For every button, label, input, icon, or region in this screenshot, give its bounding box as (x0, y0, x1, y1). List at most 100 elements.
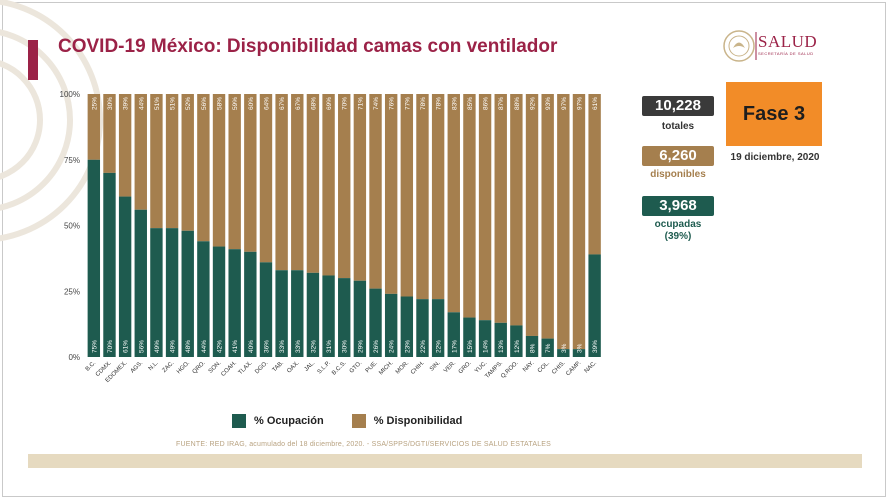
bar-occupied-12 (259, 262, 273, 357)
total-beds-label: totales (661, 121, 695, 132)
x-tick-label: VER. (443, 360, 457, 374)
bar-available-30 (541, 94, 554, 339)
data-label-available: 77% (404, 97, 411, 110)
y-tick-label: 25% (64, 287, 80, 296)
x-tick-label: OAX. (286, 360, 301, 375)
total-beds-value: 10,228 (642, 96, 714, 116)
bar-available-17 (338, 94, 351, 279)
bar-available-32 (572, 94, 586, 350)
bar-available-25 (463, 94, 476, 318)
title-accent-bar (28, 40, 38, 80)
x-tick-label: GRO. (458, 360, 473, 375)
bar-occupied-7 (181, 230, 194, 357)
bar-available-31 (557, 94, 570, 350)
bar-available-10 (228, 94, 241, 250)
data-label-available: 52% (185, 97, 192, 110)
data-label-occupied: 48% (185, 340, 192, 353)
data-label-occupied: 23% (404, 340, 411, 353)
data-label-occupied: 44% (201, 340, 208, 353)
data-label-occupied: 32% (310, 340, 317, 353)
data-label-occupied: 14% (483, 340, 490, 353)
data-label-available: 51% (154, 97, 161, 110)
data-label-occupied: 24% (389, 340, 396, 353)
x-tick-label: HGO. (176, 360, 191, 375)
data-label-occupied: 33% (279, 340, 286, 353)
data-label-occupied: 17% (451, 340, 458, 353)
data-label-available: 83% (451, 97, 458, 110)
data-label-available: 76% (389, 97, 396, 110)
data-label-available: 67% (295, 97, 302, 110)
data-label-available: 87% (498, 97, 505, 110)
bar-available-1 (87, 94, 101, 160)
bar-available-23 (431, 94, 445, 300)
data-label-occupied: 3% (576, 343, 583, 353)
data-label-available: 58% (217, 97, 224, 110)
data-label-available: 30% (107, 97, 114, 110)
x-tick-label: TAB. (272, 360, 286, 374)
bar-available-9 (212, 94, 226, 247)
bar-available-7 (181, 94, 194, 231)
legend-label-available: % Disponibilidad (373, 415, 463, 427)
data-label-available: 67% (279, 97, 286, 110)
data-label-occupied: 49% (154, 340, 161, 353)
bar-occupied-1 (87, 159, 101, 357)
data-label-occupied: 33% (295, 340, 302, 353)
bar-occupied-18 (353, 280, 367, 357)
data-label-occupied: 12% (514, 340, 521, 353)
bar-available-21 (400, 94, 414, 297)
data-label-available: 59% (232, 97, 239, 110)
data-label-occupied: 61% (123, 340, 130, 353)
occupied-beds-value: 3,968 (642, 196, 714, 216)
bar-occupied-24 (447, 312, 460, 357)
bar-occupied-26 (478, 320, 492, 357)
bar-occupied-16 (322, 275, 335, 357)
x-tick-label: CHIH. (410, 360, 426, 376)
data-label-occupied: 22% (436, 340, 443, 353)
bar-occupied-8 (197, 241, 210, 357)
bar-occupied-17 (338, 278, 351, 357)
data-label-available: 88% (514, 97, 521, 110)
data-label-available: 61% (592, 97, 599, 110)
x-tick-label: MOR. (395, 360, 411, 376)
bar-occupied-27 (494, 322, 507, 357)
bar-available-24 (447, 94, 460, 313)
x-tick-label: TLAX. (238, 360, 254, 376)
y-tick-label: 0% (68, 353, 80, 362)
available-beds-value: 6,260 (642, 146, 714, 166)
bar-available-14 (291, 94, 304, 271)
bar-occupied-5 (150, 228, 163, 357)
bar-available-13 (275, 94, 288, 271)
bar-available-18 (353, 94, 367, 281)
bar-occupied-25 (463, 317, 476, 357)
data-label-available: 74% (373, 97, 380, 110)
data-label-occupied: 36% (263, 340, 270, 353)
bar-occupied-22 (416, 299, 429, 357)
data-label-occupied: 39% (592, 340, 599, 353)
bar-available-2 (103, 94, 116, 173)
bar-available-12 (259, 94, 273, 263)
x-tick-label: B.C. (85, 360, 98, 373)
bar-occupied-23 (431, 299, 445, 357)
bar-available-26 (478, 94, 492, 321)
y-tick-label: 100% (60, 90, 80, 99)
data-label-available: 92% (530, 97, 537, 110)
bar-occupied-28 (510, 325, 523, 357)
bar-occupied-6 (165, 228, 179, 357)
data-label-available: 51% (170, 97, 177, 110)
data-label-available: 44% (138, 97, 145, 110)
bar-occupied-4 (134, 209, 147, 357)
x-tick-label: JAL. (304, 360, 317, 373)
occupied-beds-percent: (39%) (664, 231, 692, 242)
chart-legend: % Ocupación % Disponibilidad (232, 412, 462, 430)
bar-available-29 (525, 94, 539, 336)
legend-swatch-available (351, 414, 366, 428)
legend-item-occupied: % Ocupación (232, 414, 324, 428)
data-label-available: 71% (357, 97, 364, 110)
bar-available-20 (384, 94, 398, 294)
bar-available-33 (588, 94, 601, 255)
data-label-occupied: 3% (561, 343, 568, 353)
data-label-occupied: 41% (232, 340, 239, 353)
data-label-occupied: 26% (373, 340, 380, 353)
x-tick-label: S.L.P. (317, 360, 332, 375)
legend-swatch-occupied (232, 414, 246, 428)
